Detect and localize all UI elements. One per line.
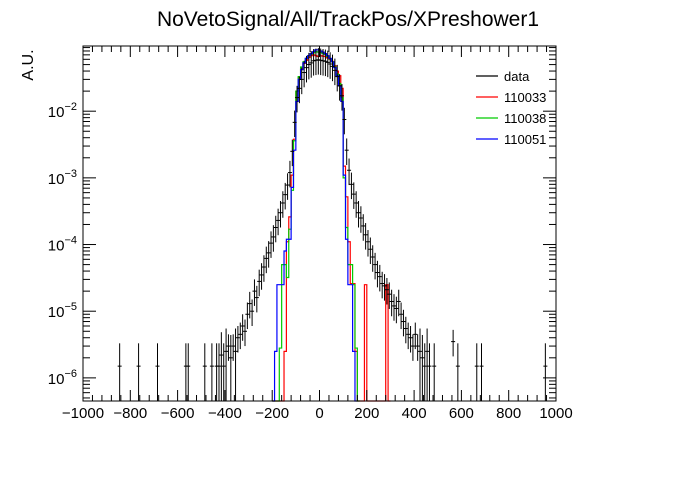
y-tick-label: 10−6: [48, 368, 77, 388]
series-110051-histogram: [272, 49, 358, 402]
y-tick-label: 10−5: [48, 301, 77, 321]
x-tick-label: −400: [208, 405, 242, 422]
y-tick-label: 10−2: [48, 101, 77, 121]
x-tick-label: 400: [402, 405, 427, 422]
series-110038-histogram: [272, 51, 360, 402]
plot-frame: [82, 45, 557, 402]
x-tick-label: 0: [315, 405, 323, 422]
x-tick-label: −800: [113, 405, 147, 422]
x-tick-label: 1000: [539, 405, 572, 422]
y-axis-label: A.U.: [20, 49, 37, 80]
series-layer: [117, 48, 548, 402]
legend-label-110038: 110038: [504, 111, 546, 126]
axes-layer: −1000 −800 −600 −400 −200 0 200 400 600 800 1000 10…: [48, 46, 573, 422]
x-tick-label: −200: [255, 405, 289, 422]
series-data-points: [117, 48, 548, 401]
x-tick-label: −1000: [62, 405, 104, 422]
legend: data 110033 110038 110051: [476, 69, 546, 147]
chart-title: NoVetoSignal/All/TrackPos/XPreshower1: [157, 8, 539, 31]
legend-label-110033: 110033: [504, 90, 546, 105]
y-tick-label: 10−4: [48, 235, 77, 255]
x-tick-label: 200: [354, 405, 379, 422]
x-tick-label: 600: [449, 405, 474, 422]
series-110033-histogram: [272, 54, 391, 402]
x-tick-label: −600: [161, 405, 195, 422]
y-tick-label: 10−3: [48, 168, 77, 188]
legend-label-data: data: [504, 69, 530, 84]
x-tick-label: 800: [496, 405, 521, 422]
legend-label-110051: 110051: [504, 132, 546, 147]
